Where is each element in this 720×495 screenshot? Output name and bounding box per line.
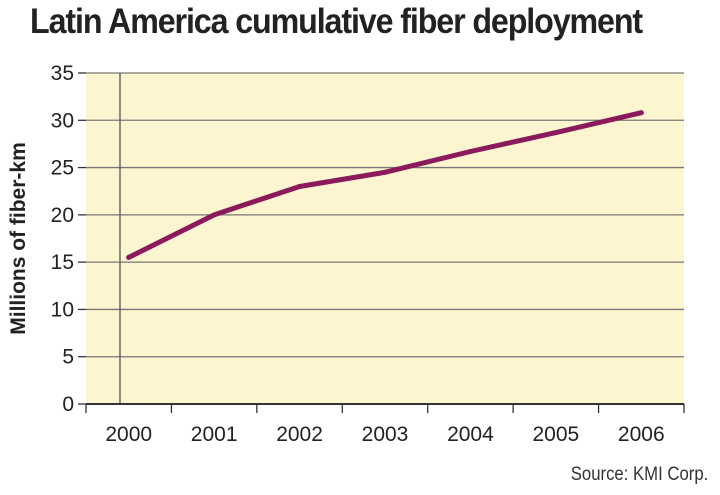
data-point: [638, 110, 644, 116]
x-tick-label: 2006: [618, 423, 665, 446]
x-tick-label: 2004: [447, 423, 494, 446]
x-tick-label: 2001: [191, 423, 238, 446]
data-point: [553, 130, 559, 136]
x-tick-label: 2002: [276, 423, 323, 446]
data-point: [467, 148, 473, 154]
x-tick-label: 2000: [105, 423, 152, 446]
chart-title: Latin America cumulative fiber deploymen…: [30, 2, 643, 41]
y-tick-label: 25: [51, 157, 74, 180]
x-tick-label: 2003: [362, 423, 409, 446]
grid-lines: [86, 72, 684, 358]
x-tick-label: 2005: [532, 423, 579, 446]
y-axis-label: Millions of fiber-km: [7, 142, 30, 335]
y-tick-label: 0: [62, 393, 74, 416]
y-axis: 0 5 10 15 20 25 30 35: [51, 62, 121, 416]
y-tick-label: 5: [62, 346, 74, 369]
source-note: Source: KMI Corp.: [570, 464, 708, 485]
data-series: [126, 110, 644, 260]
data-point: [297, 183, 303, 189]
y-tick-label: 10: [51, 298, 74, 321]
y-tick-label: 35: [51, 62, 74, 85]
data-point: [211, 212, 217, 218]
x-axis: 2000 2001 2002 2003 2004 2005 2006: [85, 403, 685, 446]
y-tick-label: 20: [51, 204, 74, 227]
y-tick-label: 30: [51, 109, 74, 132]
data-point: [382, 169, 388, 175]
data-point: [126, 254, 132, 260]
y-tick-label: 15: [51, 251, 74, 274]
